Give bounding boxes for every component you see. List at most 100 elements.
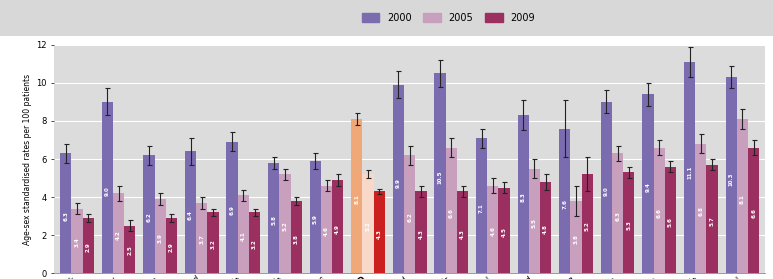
Text: 6.4: 6.4: [188, 210, 193, 220]
Bar: [737, 119, 748, 273]
Text: 2.9: 2.9: [169, 242, 174, 252]
Text: 5.2: 5.2: [282, 221, 288, 231]
Bar: [373, 191, 385, 273]
Bar: [185, 151, 196, 273]
Bar: [310, 161, 321, 273]
Bar: [155, 199, 165, 273]
Text: 3.8: 3.8: [294, 234, 298, 244]
Bar: [601, 102, 612, 273]
Bar: [124, 226, 135, 273]
Text: 4.6: 4.6: [490, 226, 495, 236]
Text: 5.3: 5.3: [626, 220, 632, 230]
Text: 4.3: 4.3: [376, 229, 382, 239]
Bar: [707, 165, 717, 273]
Bar: [393, 85, 404, 273]
Text: 10.5: 10.5: [438, 170, 443, 184]
Text: 4.2: 4.2: [116, 230, 121, 240]
Bar: [612, 153, 623, 273]
Text: 8.3: 8.3: [521, 193, 526, 202]
Text: 7.1: 7.1: [479, 204, 484, 213]
Text: 6.9: 6.9: [230, 205, 235, 215]
Bar: [332, 180, 343, 273]
Text: 4.9: 4.9: [335, 224, 340, 234]
Text: 8.1: 8.1: [354, 194, 359, 204]
Bar: [695, 144, 707, 273]
Text: 5.8: 5.8: [271, 215, 276, 225]
Bar: [726, 77, 737, 273]
Bar: [83, 218, 94, 273]
Text: 4.1: 4.1: [241, 231, 246, 241]
Bar: [684, 62, 695, 273]
Text: 5.9: 5.9: [313, 215, 318, 224]
Bar: [60, 153, 71, 273]
Text: 6.3: 6.3: [615, 211, 620, 221]
Text: 9.4: 9.4: [645, 182, 651, 192]
Bar: [238, 195, 249, 273]
Text: 2.5: 2.5: [128, 246, 132, 255]
Text: 9.0: 9.0: [105, 186, 110, 196]
Text: 5.2: 5.2: [584, 221, 590, 231]
Bar: [226, 142, 238, 273]
Bar: [207, 212, 219, 273]
Bar: [540, 182, 551, 273]
Text: 3.8: 3.8: [574, 234, 578, 244]
Bar: [518, 115, 529, 273]
Text: 5.7: 5.7: [710, 216, 714, 226]
Bar: [165, 218, 177, 273]
Text: 4.6: 4.6: [324, 226, 329, 236]
Bar: [446, 148, 457, 273]
Bar: [529, 169, 540, 273]
Text: 10.3: 10.3: [729, 172, 734, 186]
Bar: [279, 174, 291, 273]
Text: 3.4: 3.4: [74, 237, 80, 247]
Text: 6.3: 6.3: [63, 211, 68, 221]
Bar: [434, 73, 446, 273]
Bar: [457, 191, 468, 273]
Bar: [476, 138, 487, 273]
Text: 4.3: 4.3: [418, 229, 424, 239]
Text: 6.2: 6.2: [146, 212, 152, 222]
Text: 3.7: 3.7: [199, 235, 204, 244]
Bar: [748, 148, 759, 273]
Text: 6.2: 6.2: [407, 212, 412, 222]
Bar: [654, 148, 665, 273]
Text: 9.9: 9.9: [396, 178, 401, 188]
Bar: [642, 94, 654, 273]
Text: 8.1: 8.1: [740, 194, 745, 204]
Bar: [581, 174, 593, 273]
Text: 7.6: 7.6: [562, 199, 567, 209]
Text: 3.2: 3.2: [210, 239, 216, 249]
Bar: [665, 167, 676, 273]
Bar: [351, 119, 363, 273]
Bar: [143, 155, 155, 273]
Text: 4.3: 4.3: [460, 229, 465, 239]
Text: 2.9: 2.9: [86, 242, 90, 252]
Bar: [415, 191, 427, 273]
Bar: [71, 209, 83, 273]
Legend: 2000, 2005, 2009: 2000, 2005, 2009: [359, 10, 538, 26]
Text: 6.6: 6.6: [751, 208, 756, 218]
Text: 9.0: 9.0: [604, 186, 609, 196]
Bar: [113, 193, 124, 273]
Bar: [291, 201, 301, 273]
Bar: [321, 186, 332, 273]
Text: 6.6: 6.6: [449, 208, 454, 218]
Text: 11.1: 11.1: [687, 165, 692, 179]
Bar: [102, 102, 113, 273]
Bar: [404, 155, 415, 273]
Y-axis label: Age-sex standardised rates per 100 patients: Age-sex standardised rates per 100 patie…: [23, 73, 32, 245]
Text: 6.6: 6.6: [657, 208, 662, 218]
Text: 5.6: 5.6: [668, 217, 673, 227]
Bar: [559, 129, 570, 273]
Text: 3.9: 3.9: [158, 233, 162, 243]
Text: 3.2: 3.2: [252, 239, 257, 249]
Text: 5.2: 5.2: [366, 221, 370, 231]
Bar: [363, 174, 373, 273]
Bar: [623, 172, 635, 273]
Bar: [196, 203, 207, 273]
Text: 6.8: 6.8: [698, 206, 703, 216]
Bar: [499, 188, 509, 273]
Text: 4.5: 4.5: [502, 227, 506, 237]
Text: 4.8: 4.8: [543, 225, 548, 234]
Bar: [268, 163, 279, 273]
